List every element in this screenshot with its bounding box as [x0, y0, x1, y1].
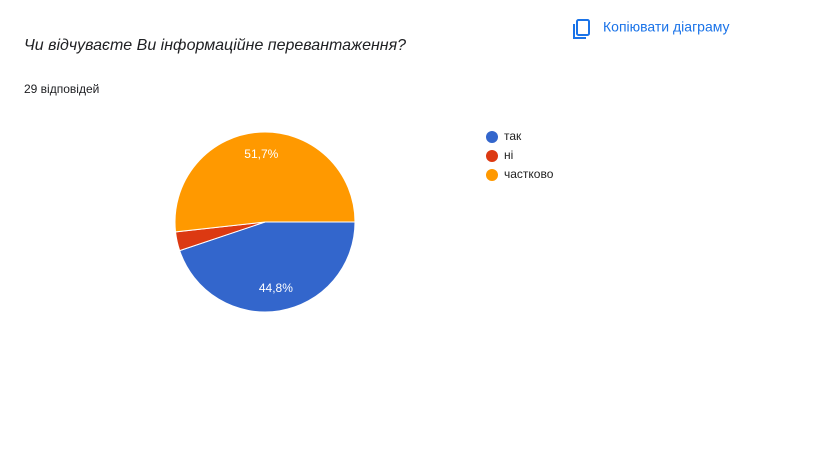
copy-button[interactable]: Копіювати діаграму [573, 19, 730, 39]
legend-label: ні [504, 148, 513, 162]
legend-swatch [486, 131, 498, 143]
pie-slice [179, 221, 356, 313]
legend-label: частково [504, 167, 554, 181]
slice-label: 44,8% [259, 281, 293, 295]
legend-swatch [486, 169, 498, 181]
slice-label: 51,7% [244, 147, 278, 161]
chart-title: Чи відчуваєте Ви інформаційне перевантаж… [24, 37, 406, 54]
copy-label[interactable]: Копіювати діаграму [603, 19, 730, 35]
pie-slice [174, 131, 356, 233]
copy-icon [576, 19, 590, 36]
legend-swatch [486, 150, 498, 162]
legend-label: так [504, 129, 522, 143]
copy-icon-back [573, 24, 586, 39]
subtitle: 29 відповідей [24, 82, 99, 96]
